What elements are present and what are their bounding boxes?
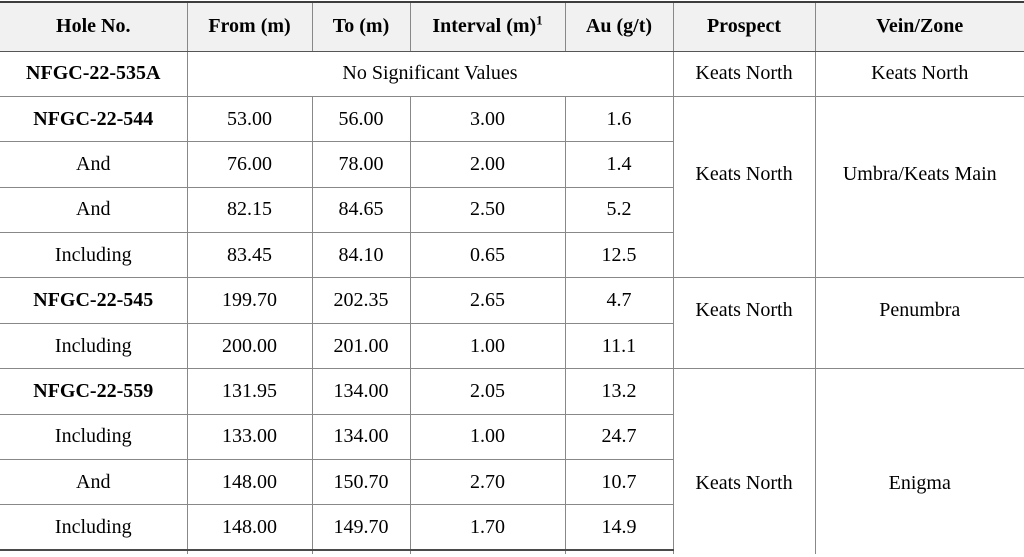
col-header-label: To (m) — [332, 15, 390, 38]
cell-hole: Including — [0, 413, 188, 461]
cell-au: 24.7 — [564, 413, 674, 461]
cell-to: 56.00 — [311, 95, 411, 143]
cell-au: 13.2 — [564, 368, 674, 415]
cell-from: 148.00 — [186, 504, 313, 551]
cell-hole: Including — [0, 504, 188, 551]
cell-au: 14.9 — [564, 504, 674, 551]
cell-from: 76.00 — [186, 141, 313, 188]
cell-to: 202.35 — [311, 277, 411, 324]
stub-cell — [186, 549, 313, 555]
cell-prospect: Keats North — [672, 368, 816, 555]
col-header-from: From (m) — [186, 1, 313, 52]
cell-vein: Keats North — [814, 50, 1024, 97]
table-body: NFGC-22-535A No Significant Values Keats N… — [0, 50, 1024, 555]
cell-interval: 0.65 — [409, 232, 566, 279]
table-row: NFGC-22-545 199.70 202.35 2.65 4.7 Keats Nort… — [0, 277, 1024, 369]
stub-cell — [0, 549, 188, 555]
cell-vein: Penumbra — [814, 277, 1024, 369]
col-header-au: Au (g/t) — [564, 1, 674, 52]
cell-interval: 1.00 — [409, 413, 566, 461]
cell-to: 201.00 — [311, 322, 411, 370]
cell-au: 10.7 — [564, 459, 674, 506]
table-header: Hole No. From (m) To (m) Interval (m)1 Au (g… — [0, 1, 1024, 52]
col-header-to: To (m) — [311, 1, 411, 52]
cell-interval: 3.00 — [409, 95, 566, 143]
cell-no-significant-values: No Significant Values — [186, 50, 674, 97]
cell-hole: And — [0, 186, 188, 234]
col-header-label: Interval (m) — [432, 15, 537, 38]
cell-hole: Including — [0, 232, 188, 279]
cell-to: 149.70 — [311, 504, 411, 551]
cell-hole: Including — [0, 322, 188, 370]
cell-interval: 1.00 — [409, 322, 566, 370]
cell-from: 148.00 — [186, 459, 313, 506]
table-row: Including 200.00 201.00 1.00 11.1 — [0, 322, 1024, 370]
cell-prospect: Keats North — [672, 277, 816, 369]
col-header-label: From (m) — [208, 15, 291, 38]
cell-to: 150.70 — [311, 459, 411, 506]
cell-interval: 2.00 — [409, 141, 566, 188]
cell-vein: Umbra/Keats Main — [814, 95, 1024, 278]
cell-au: 1.4 — [564, 141, 674, 188]
cell-hole: NFGC-22-544 — [0, 95, 188, 143]
cell-hole: NFGC-22-535A — [0, 50, 188, 97]
cell-prospect: Keats North — [672, 95, 816, 278]
cell-from: 131.95 — [186, 368, 313, 415]
header-row: Hole No. From (m) To (m) Interval (m)1 Au (g… — [0, 1, 1024, 52]
col-header-label: Hole No. — [56, 15, 131, 38]
footnote-marker: 1 — [536, 12, 543, 28]
cell-from: 199.70 — [186, 277, 313, 324]
col-header-label: Vein/Zone — [876, 15, 964, 38]
cell-au: 5.2 — [564, 186, 674, 234]
cell-au: 4.7 — [564, 277, 674, 324]
cell-au: 11.1 — [564, 322, 674, 370]
cell-hole: And — [0, 459, 188, 506]
table-row: NFGC-22-559 131.95 134.00 2.05 13.2 Keats Nor… — [0, 368, 1024, 555]
col-header-hole: Hole No. — [0, 1, 188, 52]
stub-row — [0, 549, 1024, 555]
col-header-prospect: Prospect — [672, 1, 816, 52]
table-row: And 148.00 150.70 2.70 10.7 — [0, 459, 1024, 506]
cell-from: 83.45 — [186, 232, 313, 279]
cell-hole: NFGC-22-545 — [0, 277, 188, 324]
cell-interval: 2.70 — [409, 459, 566, 506]
cell-to: 134.00 — [311, 413, 411, 461]
cell-interval: 2.50 — [409, 186, 566, 234]
stub-cell — [409, 549, 566, 555]
cell-interval: 1.70 — [409, 504, 566, 551]
cell-from: 53.00 — [186, 95, 313, 143]
cell-to: 84.65 — [311, 186, 411, 234]
table-row: NFGC-22-544 53.00 56.00 3.00 1.6 Keats North U… — [0, 95, 1024, 278]
table-row: And 82.15 84.65 2.50 5.2 — [0, 186, 1024, 234]
stub-cell — [564, 549, 674, 555]
cell-from: 200.00 — [186, 322, 313, 370]
cell-prospect: Keats North — [672, 50, 816, 97]
cell-au: 12.5 — [564, 232, 674, 279]
cell-from: 133.00 — [186, 413, 313, 461]
cell-to: 78.00 — [311, 141, 411, 188]
cell-hole: NFGC-22-559 — [0, 368, 188, 415]
cell-to: 84.10 — [311, 232, 411, 279]
cell-au: 1.6 — [564, 95, 674, 143]
cell-interval: 2.05 — [409, 368, 566, 415]
table-row: NFGC-22-535A No Significant Values Keats N… — [0, 50, 1024, 97]
col-header-label: Au (g/t) — [585, 15, 653, 38]
table-row: Including 148.00 149.70 1.70 14.9 — [0, 504, 1024, 551]
cell-vein: Enigma — [814, 368, 1024, 555]
cell-to: 134.00 — [311, 368, 411, 415]
stub-cell — [311, 549, 411, 555]
cell-hole: And — [0, 141, 188, 188]
col-header-vein: Vein/Zone — [814, 1, 1024, 52]
cell-interval: 2.65 — [409, 277, 566, 324]
col-header-label: Prospect — [706, 15, 782, 38]
cell-from: 82.15 — [186, 186, 313, 234]
col-header-interval: Interval (m)1 — [409, 1, 566, 52]
